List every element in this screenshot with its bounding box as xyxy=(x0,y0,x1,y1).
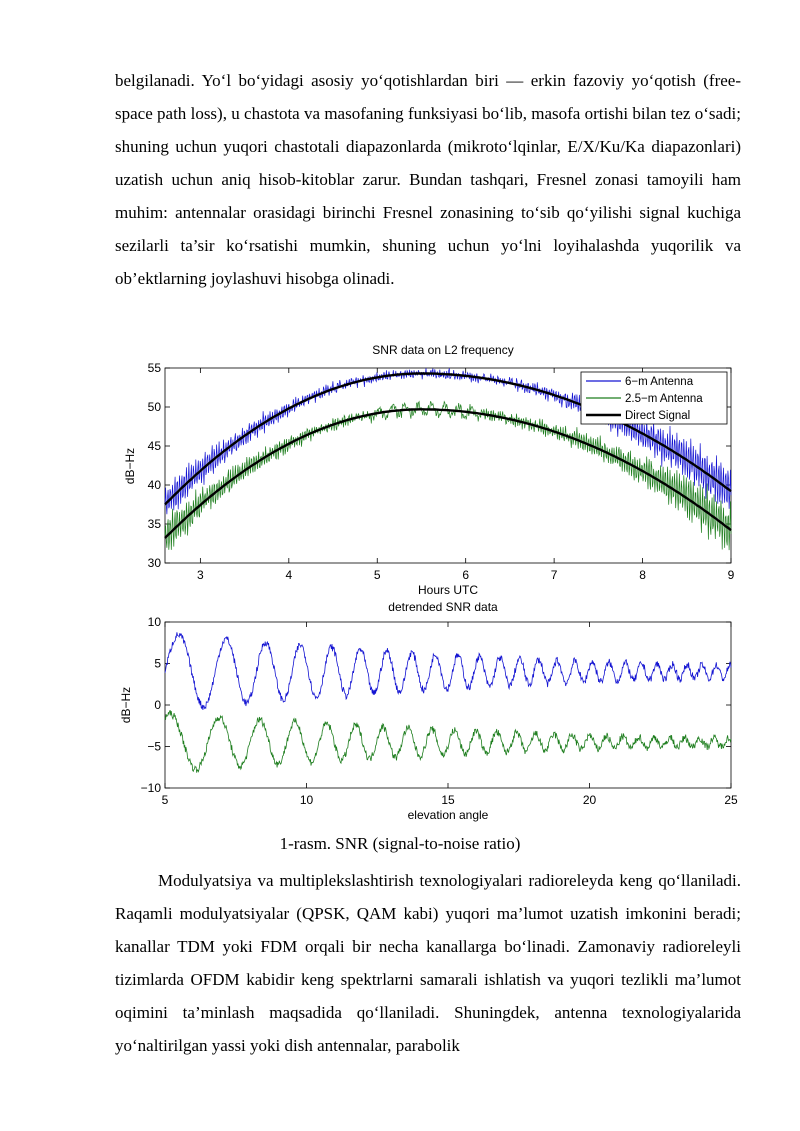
top-ytick-label: 45 xyxy=(148,439,162,453)
detrended-2-5m-line xyxy=(164,709,732,773)
top-chart-series xyxy=(164,368,732,551)
bottom-ytick-label: 0 xyxy=(154,698,161,712)
bottom-chart-frame xyxy=(164,621,732,789)
top-chart-ylabel: dB−Hz xyxy=(123,448,137,484)
top-xtick-label: 9 xyxy=(728,568,735,582)
bottom-ytick-label: 10 xyxy=(148,615,162,629)
bottom-xtick-label: 20 xyxy=(583,793,597,807)
bottom-chart-xlabel: elevation angle xyxy=(408,808,489,822)
bottom-ytick-label: −10 xyxy=(141,781,162,795)
top-ytick-label: 40 xyxy=(148,478,162,492)
series-6m-antenna-line xyxy=(164,368,732,515)
top-xtick-label: 6 xyxy=(462,568,469,582)
bottom-chart-series xyxy=(164,632,732,773)
bottom-ytick-label: 5 xyxy=(154,657,161,671)
top-xtick-label: 7 xyxy=(551,568,558,582)
paragraph-bottom: Modulyatsiya va multiplekslashtirish tex… xyxy=(115,871,741,1055)
snr-figure: SNR data on L2 frequency 3 4 5 6 7 8 930354045… xyxy=(119,343,738,822)
series-2-5m-antenna-line xyxy=(164,400,732,551)
bottom-xtick-label: 10 xyxy=(300,793,314,807)
bottom-chart-plot: 5 10 15 20 25 −10 −5 0 5 10 xyxy=(141,615,738,807)
bottom-ytick-label: −5 xyxy=(147,740,161,754)
bottom-xtick-label: 25 xyxy=(724,793,738,807)
legend-label-direct: Direct Signal xyxy=(625,410,690,422)
figure-caption: 1-rasm. SNR (signal-to-noise ratio) xyxy=(279,834,521,853)
detrended-6m-line xyxy=(164,632,732,710)
bottom-xtick-label: 15 xyxy=(441,793,455,807)
top-ytick-label: 50 xyxy=(148,400,162,414)
top-ytick-label: 55 xyxy=(148,361,162,375)
top-ytick-label: 35 xyxy=(148,517,162,531)
top-chart-title: SNR data on L2 frequency xyxy=(372,343,513,357)
bottom-chart-title: detrended SNR data xyxy=(388,600,498,614)
direct-signal-6m-line xyxy=(164,372,732,506)
top-ytick-label: 30 xyxy=(148,556,162,570)
bottom-chart-ylabel: dB−Hz xyxy=(119,687,133,723)
paragraph-top: belgilanadi. Yo‘l bo‘yidagi asosiy yo‘qo… xyxy=(115,71,741,288)
top-xtick-label: 3 xyxy=(197,568,204,582)
top-chart-xlabel: Hours UTC xyxy=(418,583,478,597)
legend-label-6m: 6−m Antenna xyxy=(625,376,694,388)
direct-signal-2-5m-line xyxy=(164,408,732,539)
top-xtick-label: 8 xyxy=(639,568,646,582)
bottom-chart-ticks: 5 10 15 20 25 −10 −5 0 5 10 xyxy=(141,615,738,807)
top-xtick-label: 4 xyxy=(285,568,292,582)
bottom-xtick-label: 5 xyxy=(162,793,169,807)
legend-label-2-5m: 2.5−m Antenna xyxy=(625,393,703,405)
top-chart-frame xyxy=(164,367,732,564)
top-chart-legend: 6−m Antenna 2.5−m Antenna Direct Signal xyxy=(580,371,728,425)
top-xtick-label: 5 xyxy=(374,568,381,582)
